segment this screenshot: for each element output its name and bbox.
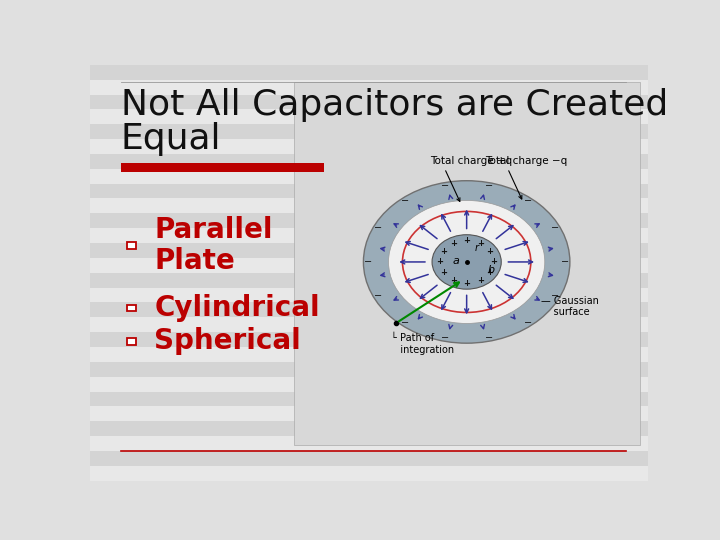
Text: Spherical: Spherical — [154, 327, 301, 355]
Bar — [121, 163, 324, 172]
Bar — [90, 407, 648, 421]
Bar — [90, 213, 648, 228]
Bar — [90, 139, 648, 154]
Ellipse shape — [364, 181, 570, 343]
Bar — [127, 242, 136, 249]
Bar — [90, 421, 648, 436]
Text: −: − — [485, 333, 492, 342]
Text: Not All Capacitors are Created: Not All Capacitors are Created — [121, 87, 668, 122]
Bar — [90, 318, 648, 332]
Text: r: r — [475, 244, 479, 253]
Bar — [90, 258, 648, 273]
Bar — [90, 273, 648, 287]
Text: Equal: Equal — [121, 122, 221, 156]
Text: −: − — [524, 318, 532, 328]
Bar — [90, 124, 648, 139]
Text: −: − — [401, 197, 409, 206]
Ellipse shape — [432, 235, 501, 289]
Bar — [90, 377, 648, 392]
Text: +: + — [487, 268, 493, 277]
Text: — Gaussian
    surface: — Gaussian surface — [541, 296, 599, 318]
Text: −: − — [561, 257, 570, 267]
Text: −: − — [524, 197, 532, 206]
Bar — [90, 94, 648, 109]
Text: Total charge +q: Total charge +q — [431, 156, 513, 166]
Text: +: + — [463, 279, 470, 288]
Bar — [90, 287, 648, 302]
Text: Cylindrical: Cylindrical — [154, 294, 320, 322]
Text: −: − — [374, 291, 382, 301]
Text: −: − — [552, 291, 559, 301]
Bar — [90, 302, 648, 317]
Text: −: − — [485, 181, 492, 191]
Bar — [90, 65, 648, 79]
Text: └ Path of
   integration: └ Path of integration — [391, 333, 454, 355]
Text: b: b — [487, 265, 495, 275]
Bar — [90, 243, 648, 258]
Bar — [127, 305, 136, 312]
Bar — [294, 82, 639, 445]
Text: +: + — [477, 239, 484, 248]
Text: +: + — [463, 236, 470, 245]
Text: Total charge −q: Total charge −q — [485, 156, 567, 166]
Text: +: + — [487, 247, 493, 256]
Bar — [90, 451, 648, 465]
Bar — [90, 332, 648, 347]
Bar — [90, 184, 648, 198]
Ellipse shape — [389, 200, 545, 323]
Text: +: + — [450, 239, 456, 248]
Text: −: − — [441, 333, 449, 342]
Text: −: − — [441, 181, 449, 191]
Text: −: − — [401, 318, 409, 328]
Bar — [90, 154, 648, 168]
Text: a: a — [453, 255, 459, 266]
Bar — [90, 392, 648, 407]
Bar — [90, 362, 648, 377]
Bar — [90, 436, 648, 451]
Bar — [90, 228, 648, 243]
Text: +: + — [490, 258, 497, 266]
Bar — [90, 347, 648, 362]
Text: +: + — [440, 268, 447, 277]
Bar — [127, 338, 136, 345]
Bar — [90, 79, 648, 94]
Text: −: − — [552, 223, 559, 233]
Text: +: + — [450, 276, 456, 285]
Text: Parallel
Plate: Parallel Plate — [154, 216, 273, 275]
Bar — [90, 168, 648, 184]
Text: +: + — [436, 258, 444, 266]
Text: +: + — [477, 276, 484, 285]
Text: +: + — [440, 247, 447, 256]
Bar — [90, 109, 648, 124]
Text: −: − — [374, 223, 382, 233]
Text: −: − — [364, 257, 372, 267]
Bar — [90, 199, 648, 213]
Bar — [90, 465, 648, 481]
